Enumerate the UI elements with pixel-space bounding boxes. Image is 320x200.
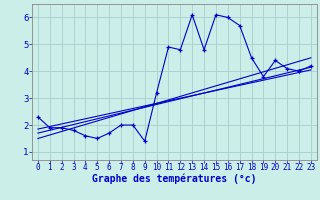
X-axis label: Graphe des températures (°c): Graphe des températures (°c) bbox=[92, 174, 257, 184]
